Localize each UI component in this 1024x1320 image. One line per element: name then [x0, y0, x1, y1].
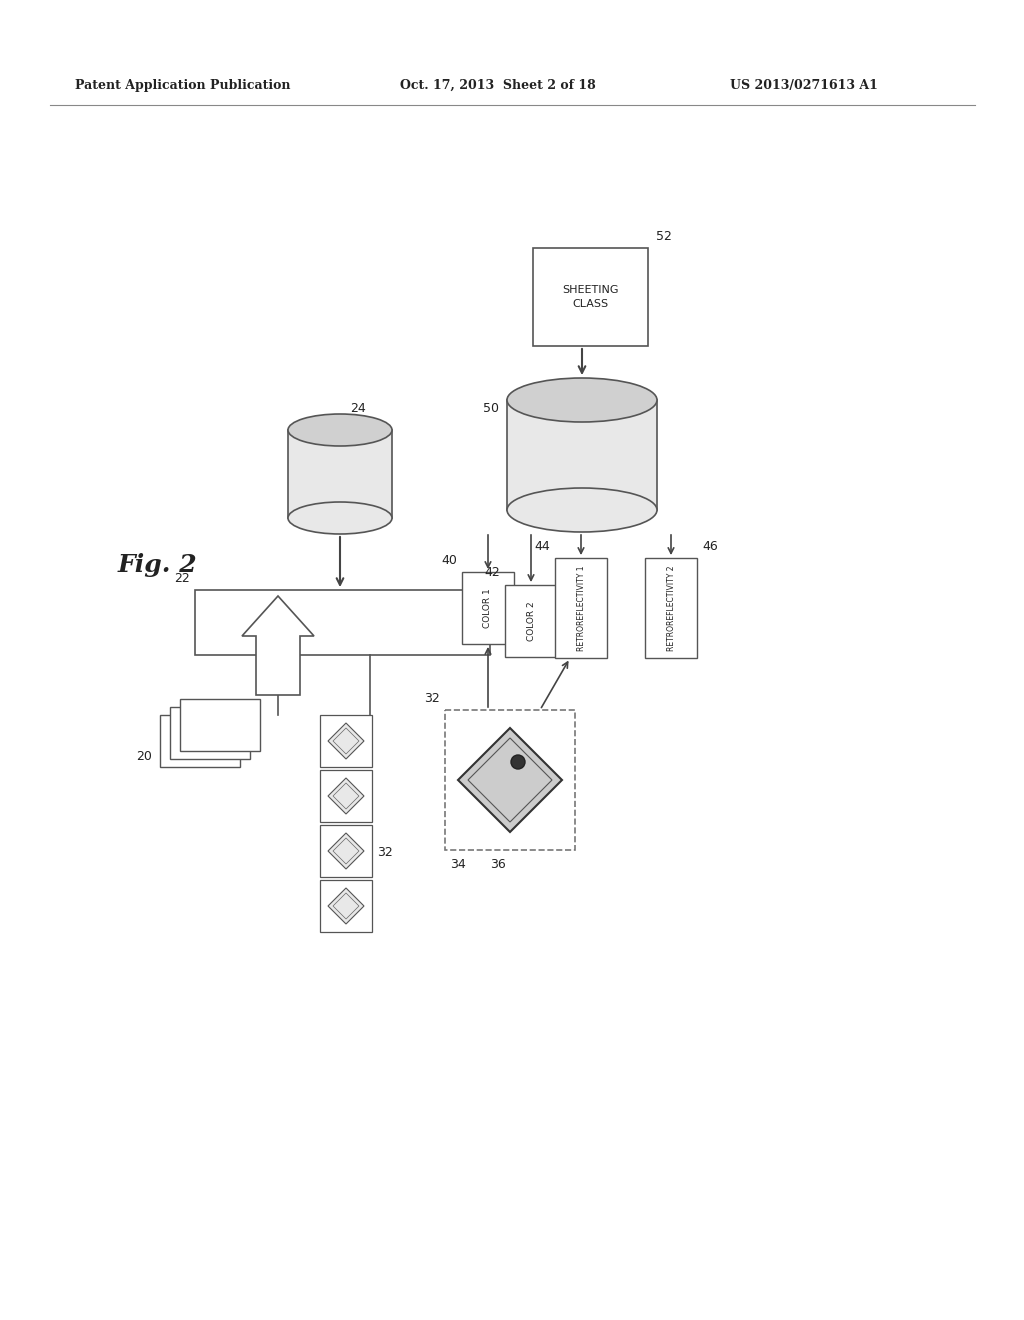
- Bar: [507, 400, 657, 510]
- Bar: [288, 430, 392, 517]
- Bar: [505, 585, 557, 657]
- Bar: [645, 558, 697, 657]
- Text: Fig. 2: Fig. 2: [118, 553, 198, 577]
- Text: 44: 44: [535, 540, 550, 553]
- Text: 32: 32: [424, 692, 440, 705]
- Polygon shape: [242, 597, 314, 696]
- Text: RETROREFLECTIVITY 1: RETROREFLECTIVITY 1: [577, 565, 586, 651]
- Ellipse shape: [288, 414, 392, 446]
- Bar: [180, 700, 260, 751]
- Bar: [319, 880, 372, 932]
- Ellipse shape: [507, 488, 657, 532]
- Bar: [170, 708, 250, 759]
- Polygon shape: [328, 777, 364, 814]
- Ellipse shape: [507, 378, 657, 422]
- Polygon shape: [328, 888, 364, 924]
- Text: 22: 22: [174, 572, 190, 585]
- Bar: [319, 770, 372, 822]
- Bar: [445, 710, 575, 850]
- Text: SHEETING
CLASS: SHEETING CLASS: [562, 285, 618, 309]
- Bar: [160, 715, 240, 767]
- Text: RETROREFLECTIVITY 2: RETROREFLECTIVITY 2: [667, 565, 676, 651]
- Bar: [319, 825, 372, 876]
- Text: US 2013/0271613 A1: US 2013/0271613 A1: [730, 78, 878, 91]
- Text: 24: 24: [350, 401, 366, 414]
- Ellipse shape: [288, 502, 392, 535]
- Text: 46: 46: [702, 540, 718, 553]
- Polygon shape: [328, 723, 364, 759]
- Bar: [555, 558, 607, 657]
- Bar: [319, 715, 372, 767]
- Text: 50: 50: [483, 401, 499, 414]
- Text: 40: 40: [441, 553, 457, 566]
- Bar: [462, 572, 514, 644]
- Text: COLOR 2: COLOR 2: [526, 601, 536, 640]
- Text: 42: 42: [484, 566, 500, 579]
- Text: Patent Application Publication: Patent Application Publication: [75, 78, 291, 91]
- Circle shape: [511, 755, 525, 770]
- Text: 52: 52: [656, 230, 672, 243]
- Text: 34: 34: [450, 858, 466, 870]
- Text: 36: 36: [490, 858, 506, 870]
- Bar: [195, 590, 490, 655]
- Polygon shape: [328, 833, 364, 869]
- Polygon shape: [458, 729, 562, 832]
- Text: 20: 20: [136, 750, 152, 763]
- Text: Oct. 17, 2013  Sheet 2 of 18: Oct. 17, 2013 Sheet 2 of 18: [400, 78, 596, 91]
- Bar: [534, 248, 648, 346]
- Text: 32: 32: [377, 846, 393, 859]
- Text: COLOR 1: COLOR 1: [483, 589, 493, 628]
